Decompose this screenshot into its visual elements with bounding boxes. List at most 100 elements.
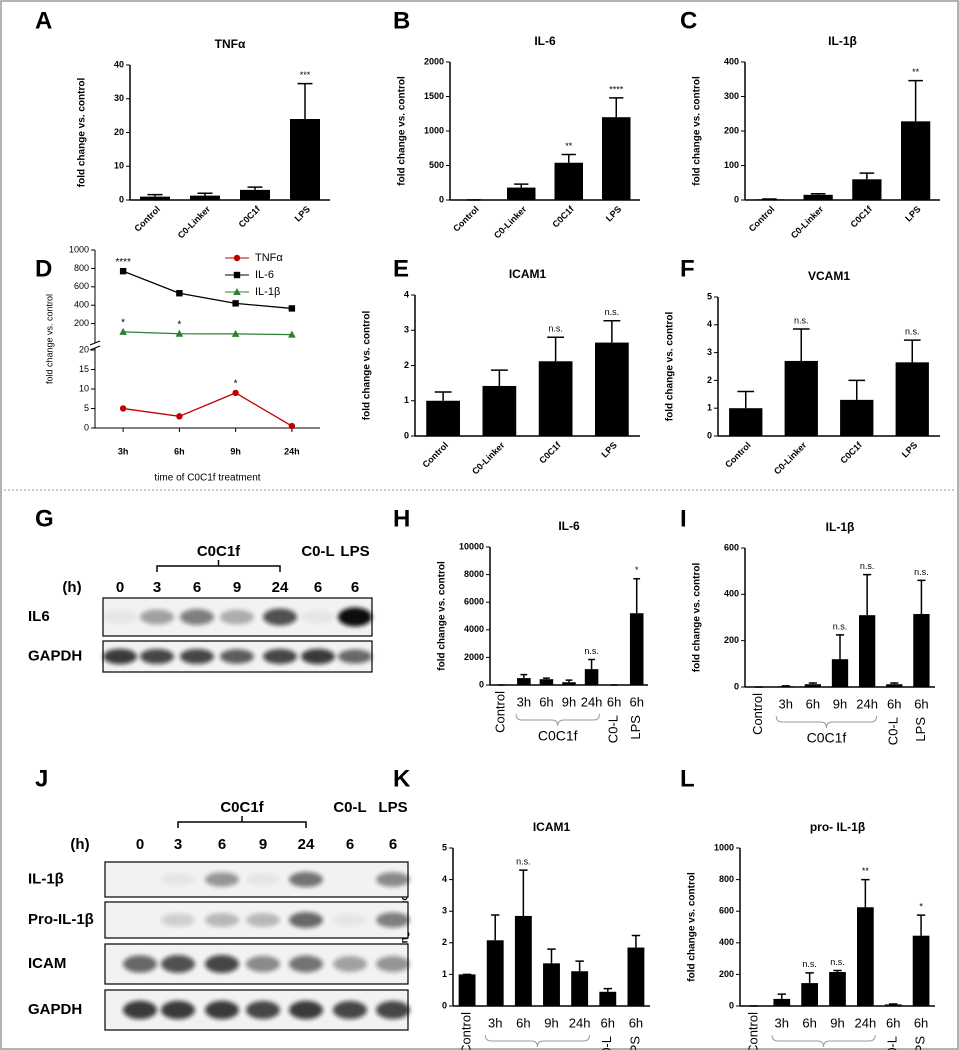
x-tick-label: Control [750, 693, 765, 735]
bar [913, 614, 930, 687]
group-label: C0-L [886, 717, 901, 745]
y-tick-label: 1 [404, 395, 409, 405]
point [176, 413, 183, 420]
error-bar [908, 79, 923, 122]
chart-title: pro- IL-1β [810, 820, 865, 834]
y-tick-label: 200 [719, 969, 734, 979]
annotation: n.s. [802, 959, 817, 969]
annotation: n.s. [605, 307, 620, 317]
annotation: n.s. [860, 561, 875, 571]
y-tick-label: 0 [734, 194, 739, 204]
bar [859, 615, 876, 687]
annotation: ** [862, 866, 870, 876]
bar [554, 162, 583, 200]
bar [912, 935, 930, 1006]
lane-label: 6 [346, 836, 354, 853]
bar [729, 408, 763, 436]
blot-band [246, 913, 280, 927]
blot-band [246, 1000, 280, 1020]
blot-band [301, 648, 335, 665]
x-tick-label: 6h [607, 694, 621, 709]
treatment-bracket [177, 816, 307, 828]
panel-label: J [35, 765, 48, 792]
bar [801, 983, 818, 1006]
blot-band [205, 954, 239, 974]
error-bar [603, 987, 613, 992]
x-tick-label: LPS [900, 440, 919, 459]
error-bar [547, 336, 565, 362]
annotation: n.s. [905, 326, 920, 336]
x-tick-label: 3h [488, 1015, 502, 1030]
y-tick-label: 100 [724, 160, 739, 170]
blot-band [161, 955, 195, 973]
annotation: n.s. [548, 324, 563, 334]
x-tick-label: 3h [775, 1015, 789, 1030]
bar [852, 179, 882, 200]
annotation: n.s. [584, 646, 599, 656]
blot-band [220, 609, 254, 625]
legend-label: IL-6 [255, 269, 274, 281]
group-label: C0-L [599, 1036, 614, 1050]
error-bar [519, 869, 528, 916]
error-bar [859, 172, 875, 180]
group-bracket [484, 1034, 590, 1048]
y-tick-label: 200 [724, 635, 739, 645]
y-tick-label: 10000 [459, 541, 484, 551]
legend-label: IL-1β [255, 286, 280, 298]
y-tick-label: 800 [74, 263, 89, 273]
bar [571, 971, 589, 1006]
blot-band [205, 872, 239, 887]
blot-band [246, 955, 280, 973]
annotation: * [234, 379, 238, 390]
lane-label: 9 [233, 579, 241, 596]
bar [627, 947, 645, 1006]
error-bar [805, 972, 814, 984]
x-tick-label: 24h [855, 1015, 877, 1030]
bar [599, 991, 617, 1006]
y-tick-label: 0 [734, 681, 739, 691]
y-tick-label: 5 [84, 403, 89, 413]
x-tick-label: 24h [581, 694, 603, 709]
bar [190, 195, 220, 200]
x-tick-label: 24h [856, 696, 878, 711]
panel-label: L [680, 765, 695, 792]
annotation: n.s. [833, 621, 848, 631]
y-tick-label: 1000 [424, 125, 444, 135]
group-bracket [771, 1034, 876, 1048]
x-tick-label: C0C1f [237, 203, 263, 229]
panel-label: I [680, 505, 687, 532]
x-tick-label: C0-Linker [789, 204, 826, 241]
group-label: LPS [913, 717, 928, 742]
annotation: * [635, 565, 639, 575]
bar [784, 360, 818, 436]
y-tick-label: 4 [442, 874, 447, 884]
y-tick-label: 30 [114, 93, 124, 103]
error-bar [792, 328, 810, 361]
blot-band [205, 913, 239, 927]
bar [886, 684, 903, 687]
lane-label: 9 [259, 836, 267, 853]
panel-label: H [393, 505, 410, 532]
x-tick-label: C0C1f [849, 203, 875, 229]
bar [777, 686, 794, 687]
bar [803, 194, 833, 200]
panel-label: A [35, 7, 52, 34]
row-label: Pro-IL-1β [28, 911, 94, 928]
annotation: n.s. [516, 856, 531, 866]
point [176, 290, 183, 297]
lane-label: 3 [174, 836, 182, 853]
x-tick-label: LPS [293, 204, 312, 223]
x-tick-label: LPS [604, 204, 623, 223]
y-tick-label: 600 [74, 281, 89, 291]
annotation: * [919, 902, 923, 912]
series-line [123, 392, 293, 427]
y-axis-label: fold change vs. control [665, 312, 676, 422]
error-bar [490, 369, 508, 386]
y-tick-label: 2 [404, 360, 409, 370]
point [288, 422, 296, 430]
blot-band [289, 1000, 323, 1020]
annotation: **** [609, 84, 624, 94]
blot-band [180, 648, 214, 665]
chart-title: VCAM1 [808, 269, 850, 283]
x-tick-label: 6h [802, 1015, 816, 1030]
